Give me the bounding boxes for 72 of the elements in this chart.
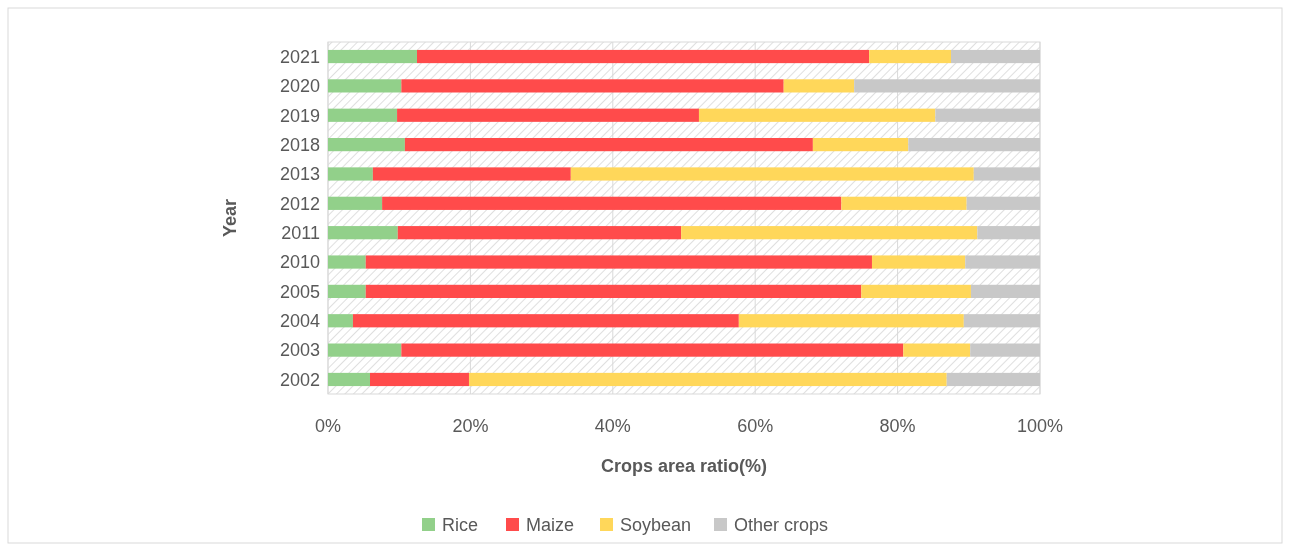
y-tick-label: 2005: [279, 281, 320, 302]
bar: [871, 255, 966, 269]
x-axis-title: Crops area ratio(%): [600, 456, 768, 476]
bar: [328, 79, 402, 93]
bar: [328, 255, 366, 269]
bar: [903, 343, 971, 357]
bar: [328, 372, 371, 387]
bar: [365, 284, 862, 298]
bar: [935, 108, 1040, 122]
y-axis-title: Year: [220, 198, 240, 238]
x-tick-label: 40%: [594, 416, 631, 436]
bar: [966, 196, 1040, 210]
y-tick-label: 2002: [279, 369, 320, 390]
legend-label: Rice: [442, 515, 479, 535]
bar: [404, 138, 813, 152]
y-tick-label: 2013: [279, 164, 320, 185]
bar: [397, 108, 699, 122]
y-tick-label: 2012: [279, 193, 320, 214]
bar: [570, 167, 974, 181]
bar: [946, 372, 1040, 387]
bar: [328, 284, 366, 298]
bar: [869, 49, 951, 64]
bar: [698, 108, 936, 122]
bar: [417, 49, 870, 64]
bar: [328, 167, 373, 181]
bar: [401, 343, 904, 357]
bar: [783, 79, 855, 93]
bar: [970, 343, 1040, 357]
y-tick-label: 2010: [279, 252, 320, 273]
y-tick-label: 2011: [281, 222, 320, 243]
bar: [965, 255, 1040, 269]
bar: [977, 226, 1040, 240]
x-tick-label: 100%: [1016, 416, 1064, 436]
bar: [738, 314, 964, 328]
legend-label: Other crops: [734, 515, 829, 535]
y-tick-label: 2003: [279, 340, 320, 361]
bar: [681, 226, 978, 240]
y-tick-label: 2018: [279, 134, 320, 155]
y-tick-label: 2019: [279, 105, 320, 126]
x-tick-label: 80%: [879, 416, 916, 436]
bar: [328, 108, 398, 122]
bar: [382, 196, 842, 210]
bar: [973, 167, 1040, 181]
bar: [370, 372, 469, 387]
bar: [328, 196, 383, 210]
bar: [908, 138, 1040, 152]
bar: [854, 79, 1040, 93]
y-tick-label: 2020: [279, 76, 320, 97]
bar: [963, 314, 1040, 328]
bar: [328, 343, 402, 357]
bar: [951, 49, 1040, 64]
x-tick-label: 0%: [314, 416, 342, 436]
bar: [861, 284, 971, 298]
x-tick-label: 60%: [737, 416, 774, 436]
bar: [328, 49, 417, 64]
x-tick-label: 20%: [452, 416, 489, 436]
bar: [841, 196, 967, 210]
legend-label: Soybean: [620, 515, 692, 535]
bar: [372, 167, 571, 181]
bar: [812, 138, 909, 152]
y-tick-label: 2004: [279, 311, 320, 332]
bar: [401, 79, 784, 93]
legend-label: Maize: [526, 515, 575, 535]
bar: [328, 314, 353, 328]
bar: [970, 284, 1040, 298]
y-tick-label: 2021: [279, 46, 320, 67]
bar: [365, 255, 872, 269]
bar: [352, 314, 739, 328]
bar: [328, 226, 398, 240]
bar: [397, 226, 682, 240]
bar: [328, 138, 405, 152]
bar: [468, 372, 947, 387]
